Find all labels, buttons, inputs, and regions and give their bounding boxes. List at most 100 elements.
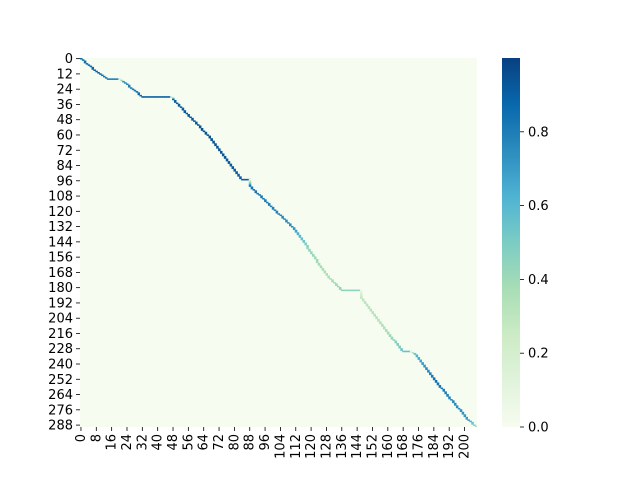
heatmap-cell — [335, 283, 338, 285]
heatmap-cell — [463, 414, 467, 416]
heatmap-cell — [381, 325, 384, 327]
heatmap-cell — [173, 99, 177, 102]
heatmap-cell — [310, 251, 313, 253]
heatmap-cell — [338, 288, 342, 290]
heatmap-cell — [122, 80, 125, 83]
heatmap-cell — [248, 185, 252, 187]
y-tick-label: 72 — [56, 144, 73, 159]
heatmap-cell — [227, 162, 231, 164]
x-tick-label: 48 — [166, 434, 181, 451]
heatmap-cell — [135, 91, 139, 93]
y-tick-label: 288 — [48, 419, 73, 434]
y-tick-label: 264 — [48, 388, 73, 403]
heatmap-cell — [281, 217, 284, 219]
heatmap-cell — [446, 395, 449, 397]
heatmap-cell — [371, 311, 375, 313]
heatmap-cell — [463, 415, 467, 418]
heatmap-cell — [300, 237, 304, 239]
heatmap-cell — [285, 219, 288, 222]
heatmap-cell — [421, 362, 424, 364]
y-tick-label: 84 — [56, 159, 73, 174]
heatmap-cell — [83, 60, 87, 63]
heatmap-cell — [101, 74, 104, 77]
heatmap-cell — [360, 297, 363, 299]
heatmap-cell — [273, 209, 277, 211]
heatmap-cell — [244, 178, 248, 181]
heatmap-cell — [147, 96, 150, 98]
heatmap-cell — [471, 421, 474, 424]
heatmap-cell — [361, 299, 365, 302]
heatmap-cell — [262, 197, 265, 200]
heatmap-cell — [214, 143, 217, 145]
heatmap-cell — [313, 256, 317, 259]
heatmap-cell — [248, 183, 252, 186]
heatmap-cell — [352, 289, 355, 292]
heatmap-cell — [308, 248, 311, 251]
heatmap-cell — [225, 159, 229, 162]
y-tick-label: 156 — [48, 251, 73, 266]
heatmap-cell — [95, 70, 98, 73]
heatmap-cell — [400, 349, 403, 351]
heatmap-cell — [455, 405, 459, 407]
heatmap-cell — [210, 138, 213, 140]
heatmap-cell — [289, 223, 292, 225]
heatmap-cell — [248, 182, 252, 185]
heatmap-cell — [388, 334, 392, 336]
heatmap-cell — [406, 350, 409, 353]
x-tick-label: 200 — [458, 434, 473, 459]
heatmap-cell — [246, 178, 250, 181]
heatmap-cell — [306, 246, 309, 248]
x-tick-label: 96 — [258, 434, 273, 451]
heatmap-cell — [173, 101, 177, 103]
heatmap-cell — [248, 180, 252, 182]
heatmap-cell — [287, 222, 290, 224]
y-tick-label: 12 — [56, 67, 73, 82]
y-tick-label: 36 — [56, 98, 73, 113]
heatmap-cell — [340, 289, 344, 292]
heatmap-cell — [386, 332, 390, 335]
x-tick-label: 184 — [427, 434, 442, 459]
heatmap-cell — [116, 78, 119, 80]
heatmap-cell — [118, 78, 121, 80]
heatmap-cell — [256, 192, 259, 195]
heatmap-cell — [434, 379, 438, 382]
heatmap-cell — [313, 257, 317, 260]
heatmap-cell — [264, 199, 267, 201]
heatmap-cell — [381, 323, 384, 326]
colorbar — [502, 58, 520, 427]
heatmap-cell — [264, 200, 267, 203]
heatmap-cell — [469, 420, 472, 423]
heatmap-cell — [231, 167, 235, 169]
heatmap-cell — [292, 227, 296, 229]
x-axis: 0 8 16 24 32 40 48 56 64 72 80 88 96 104 112 120 128 136 1… — [74, 427, 473, 459]
heatmap-cell — [108, 78, 111, 80]
heatmap-cell — [392, 339, 396, 341]
heatmap-cell — [275, 210, 279, 213]
heatmap-cell — [89, 65, 93, 68]
heatmap-cell — [204, 131, 208, 134]
heatmap-cell — [187, 113, 190, 116]
heatmap-cell — [302, 241, 305, 243]
heatmap-cell — [120, 79, 123, 82]
x-tick-label: 112 — [289, 434, 304, 459]
heatmap-cell — [411, 351, 415, 354]
heatmap-cell — [425, 367, 428, 369]
x-tick-label: 152 — [365, 434, 380, 459]
heatmap-cell — [388, 335, 392, 337]
heatmap-cell — [294, 231, 298, 233]
heatmap-cell — [200, 127, 204, 130]
heatmap-cell — [402, 350, 405, 353]
heatmap-cell — [365, 303, 369, 306]
heatmap-cell — [325, 274, 329, 276]
heatmap-cell — [250, 187, 254, 190]
heatmap-cell — [361, 298, 365, 301]
heatmap-cell — [231, 166, 235, 168]
heatmap-cell — [398, 345, 401, 348]
heatmap-cell — [279, 214, 282, 217]
heatmap-cell — [97, 71, 100, 74]
heatmap-cell — [333, 281, 336, 284]
heatmap-cell — [298, 234, 302, 237]
heatmap-cell — [229, 164, 233, 167]
heatmap-cell — [235, 172, 238, 175]
heatmap-cell — [127, 84, 131, 87]
